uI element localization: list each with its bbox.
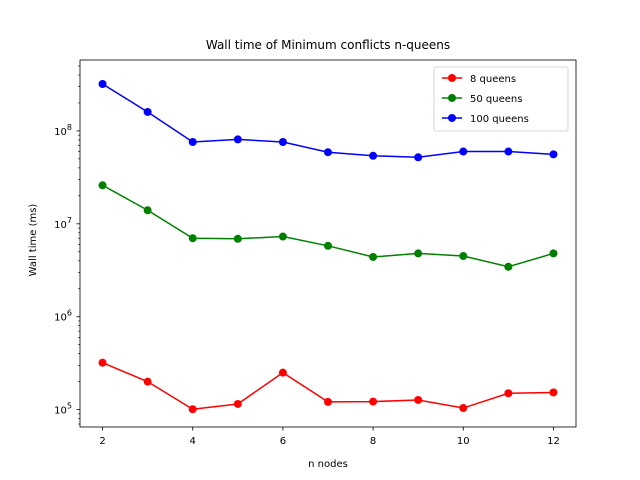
data-point bbox=[549, 249, 558, 258]
y-tick-label: 107 bbox=[54, 216, 72, 231]
data-point bbox=[98, 79, 107, 88]
data-point bbox=[414, 395, 423, 404]
data-point bbox=[188, 405, 197, 414]
x-tick-label: 10 bbox=[457, 436, 470, 447]
data-point bbox=[98, 358, 107, 367]
data-point bbox=[324, 241, 332, 250]
plot-area bbox=[79, 59, 577, 428]
data-point bbox=[324, 148, 332, 157]
data-point bbox=[414, 153, 423, 162]
data-point bbox=[414, 249, 423, 258]
legend-box bbox=[433, 66, 569, 132]
data-point bbox=[369, 397, 378, 406]
legend-swatch-marker bbox=[448, 94, 456, 102]
data-point bbox=[459, 252, 468, 261]
y-tick-label: 105 bbox=[54, 402, 72, 417]
legend: 8 queens 50 queens 100 queens bbox=[433, 66, 569, 132]
x-tick-label: 6 bbox=[280, 436, 286, 447]
x-tick-label: 2 bbox=[99, 436, 105, 447]
data-point bbox=[504, 262, 513, 271]
legend-swatch-marker bbox=[448, 114, 456, 122]
x-tick-label: 4 bbox=[190, 436, 196, 447]
data-point bbox=[188, 234, 197, 243]
x-axis: 2 4 6 8 10 12 bbox=[99, 427, 560, 447]
y-tick-label: 106 bbox=[54, 309, 72, 324]
plot-frame bbox=[79, 59, 577, 428]
data-point bbox=[459, 404, 468, 413]
x-tick-label: 12 bbox=[547, 436, 560, 447]
data-point bbox=[278, 232, 287, 241]
data-point bbox=[278, 137, 287, 146]
legend-label: 100 queens bbox=[470, 114, 529, 125]
x-axis-label: n nodes bbox=[308, 459, 348, 470]
series-layer bbox=[98, 79, 558, 414]
data-point bbox=[143, 377, 152, 386]
y-axis-label: Wall time (ms) bbox=[28, 204, 39, 277]
data-point bbox=[143, 107, 152, 116]
data-point bbox=[549, 150, 558, 159]
data-point bbox=[233, 135, 242, 144]
data-point bbox=[143, 206, 152, 215]
data-point bbox=[549, 388, 558, 397]
data-point bbox=[369, 151, 378, 160]
data-point bbox=[188, 137, 197, 146]
data-point bbox=[233, 234, 242, 243]
chart-title: Wall time of Minimum conflicts n-queens bbox=[206, 38, 450, 52]
y-axis: 105 106 107 108 bbox=[54, 65, 80, 425]
legend-label: 8 queens bbox=[470, 74, 516, 85]
data-point bbox=[504, 147, 513, 156]
legend-label: 50 queens bbox=[470, 94, 522, 105]
data-point bbox=[233, 399, 242, 408]
data-point bbox=[278, 368, 287, 377]
data-point bbox=[98, 181, 107, 190]
x-tick-label: 8 bbox=[370, 436, 376, 447]
data-point bbox=[504, 389, 513, 398]
data-point bbox=[324, 397, 332, 406]
y-tick-label: 108 bbox=[54, 123, 72, 138]
data-point bbox=[369, 252, 378, 261]
data-point bbox=[459, 147, 468, 156]
legend-swatch-marker bbox=[448, 74, 456, 82]
